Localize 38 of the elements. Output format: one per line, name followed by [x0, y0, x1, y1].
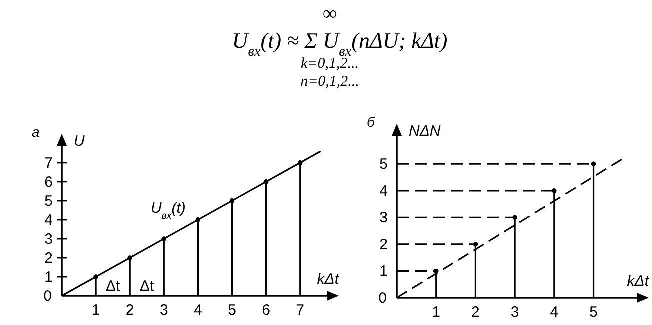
y-tick-label: 4 — [380, 182, 388, 200]
y-axis-title: NΔN — [409, 123, 441, 140]
x-tick-label: 6 — [262, 302, 270, 319]
x-tick-label: 2 — [126, 302, 134, 319]
y-tick-label: 6 — [44, 174, 53, 191]
y-tick-label: 5 — [380, 156, 388, 174]
text: k=0,1,2... — [300, 56, 360, 72]
x-tick-label: 1 — [92, 302, 100, 319]
y-tick-label: 1 — [380, 263, 388, 280]
y-tick-label: 0 — [378, 290, 387, 307]
y-tick-label: 1 — [44, 268, 53, 286]
y-tick-label: 5 — [44, 192, 53, 210]
text: n=0,1,2... — [300, 74, 360, 90]
x-tick-label: 4 — [194, 302, 202, 319]
chart-title: а — [32, 124, 40, 140]
x-tick-label: 4 — [550, 304, 559, 321]
y-tick-label: 3 — [44, 230, 53, 248]
x-tick-label: 3 — [160, 302, 168, 319]
annotation: Δt — [106, 278, 121, 295]
text: ∞ — [322, 3, 338, 25]
x-axis-title: kΔt — [317, 271, 340, 288]
y-tick-label: 0 — [44, 288, 52, 305]
series-label: U$_{вх}$(t) — [150, 200, 186, 222]
y-tick-label: 2 — [44, 250, 53, 267]
y-axis-title: U — [74, 133, 85, 150]
x-tick-label: 1 — [432, 304, 441, 321]
chart-title: б — [367, 114, 376, 130]
x-axis-title: kΔt — [627, 273, 650, 290]
y-tick-label: 4 — [44, 212, 53, 229]
x-tick-label: 3 — [510, 304, 520, 321]
y-tick-label: 3 — [380, 210, 388, 227]
y-tick-label: 7 — [44, 154, 53, 172]
x-tick-label: 7 — [296, 302, 305, 319]
y-tick-label: 2 — [380, 236, 388, 254]
annotation: Δt — [140, 278, 156, 295]
x-tick-label: 5 — [590, 304, 598, 321]
x-tick-label: 2 — [472, 304, 480, 321]
x-tick-label: 5 — [228, 302, 236, 319]
